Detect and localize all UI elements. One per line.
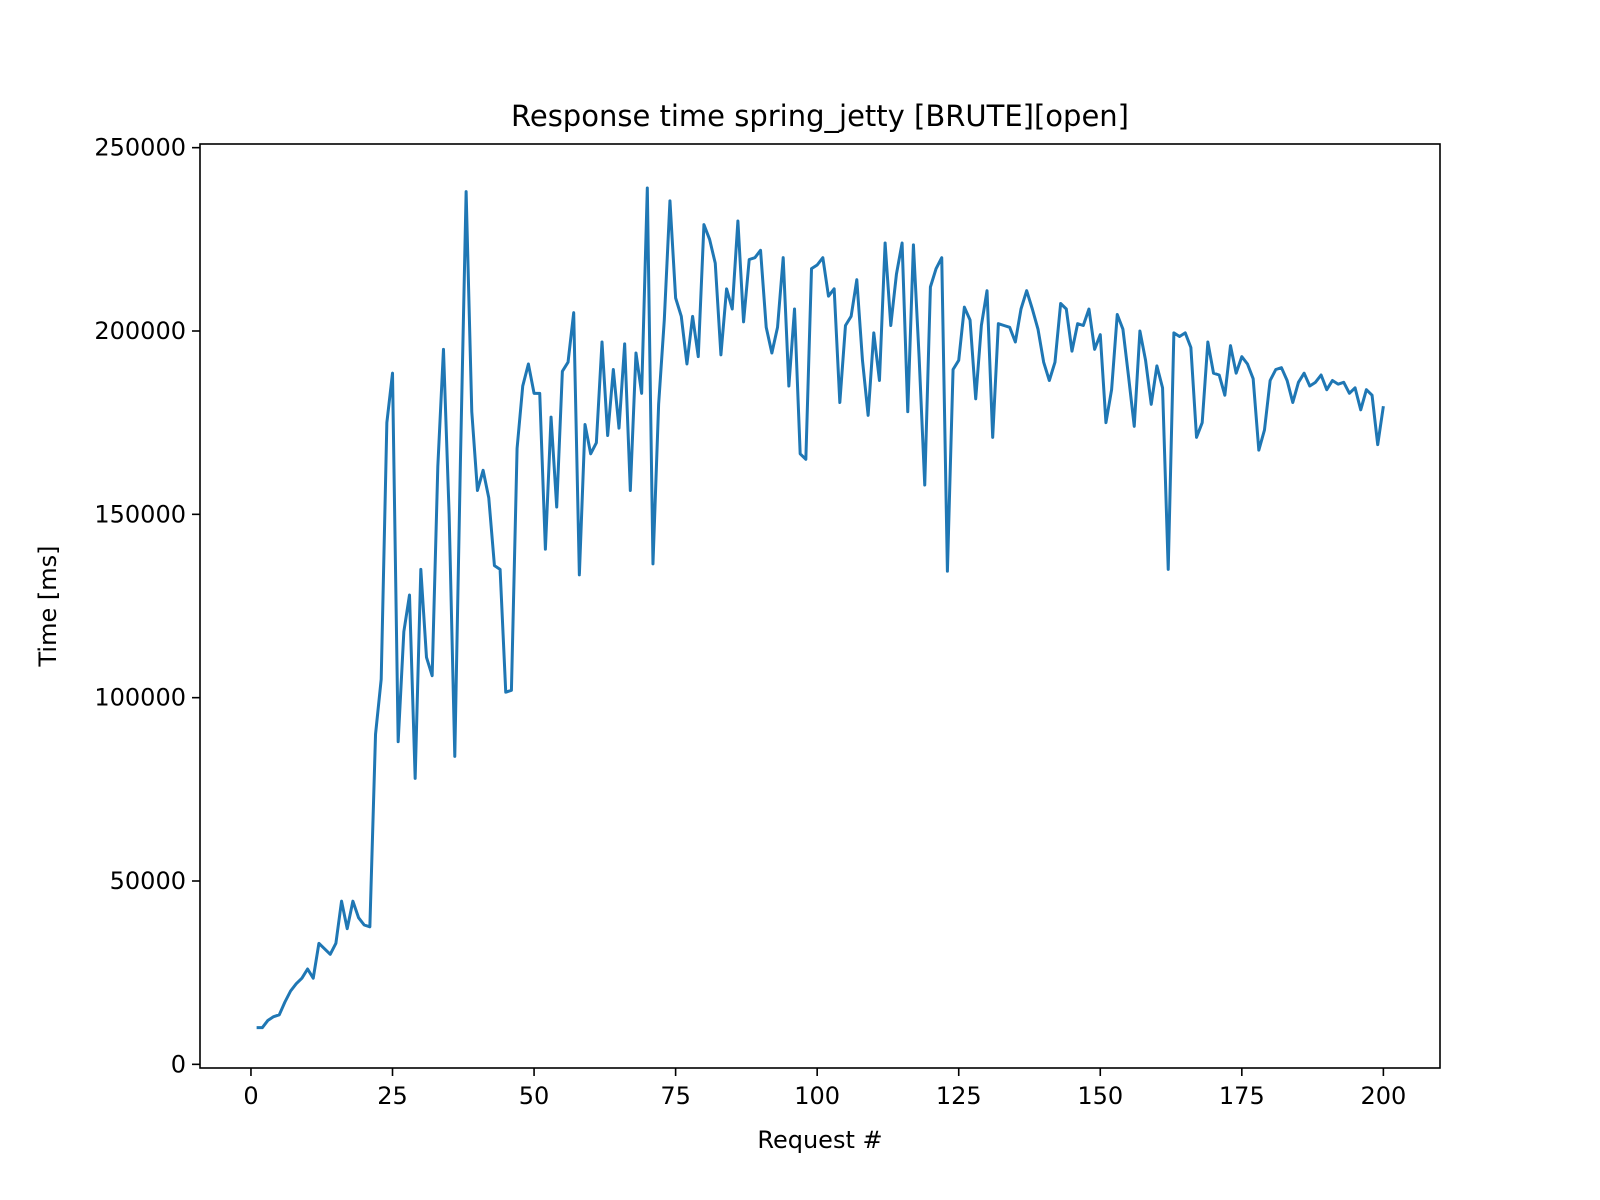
y-axis-label: Time [ms] (34, 546, 62, 668)
y-tick-label: 0 (171, 1050, 186, 1078)
chart-title: Response time spring_jetty [BRUTE][open] (511, 99, 1129, 133)
x-axis-label: Request # (757, 1126, 882, 1154)
x-tick-label: 150 (1077, 1082, 1123, 1110)
x-tick-label: 75 (660, 1082, 691, 1110)
y-tick-label: 250000 (94, 134, 186, 162)
y-tick-label: 100000 (94, 684, 186, 712)
x-tick-label: 50 (519, 1082, 550, 1110)
y-axis: 0 50000 100000 150000 200000 250000 (94, 134, 200, 1078)
series-line-0 (256, 186, 1385, 1030)
y-tick-label: 50000 (110, 867, 186, 895)
axes-frame (199, 143, 1441, 1069)
x-tick-label: 0 (243, 1082, 258, 1110)
x-axis: 0 25 50 75 100 125 150 175 200 (243, 1068, 1406, 1110)
x-tick-label: 100 (794, 1082, 840, 1110)
x-tick-label: 200 (1360, 1082, 1406, 1110)
y-tick-label: 200000 (94, 317, 186, 345)
plot-area (256, 186, 1385, 1030)
x-tick-label: 175 (1219, 1082, 1265, 1110)
y-tick-label: 150000 (94, 500, 186, 528)
x-tick-label: 25 (377, 1082, 408, 1110)
x-tick-label: 125 (936, 1082, 982, 1110)
